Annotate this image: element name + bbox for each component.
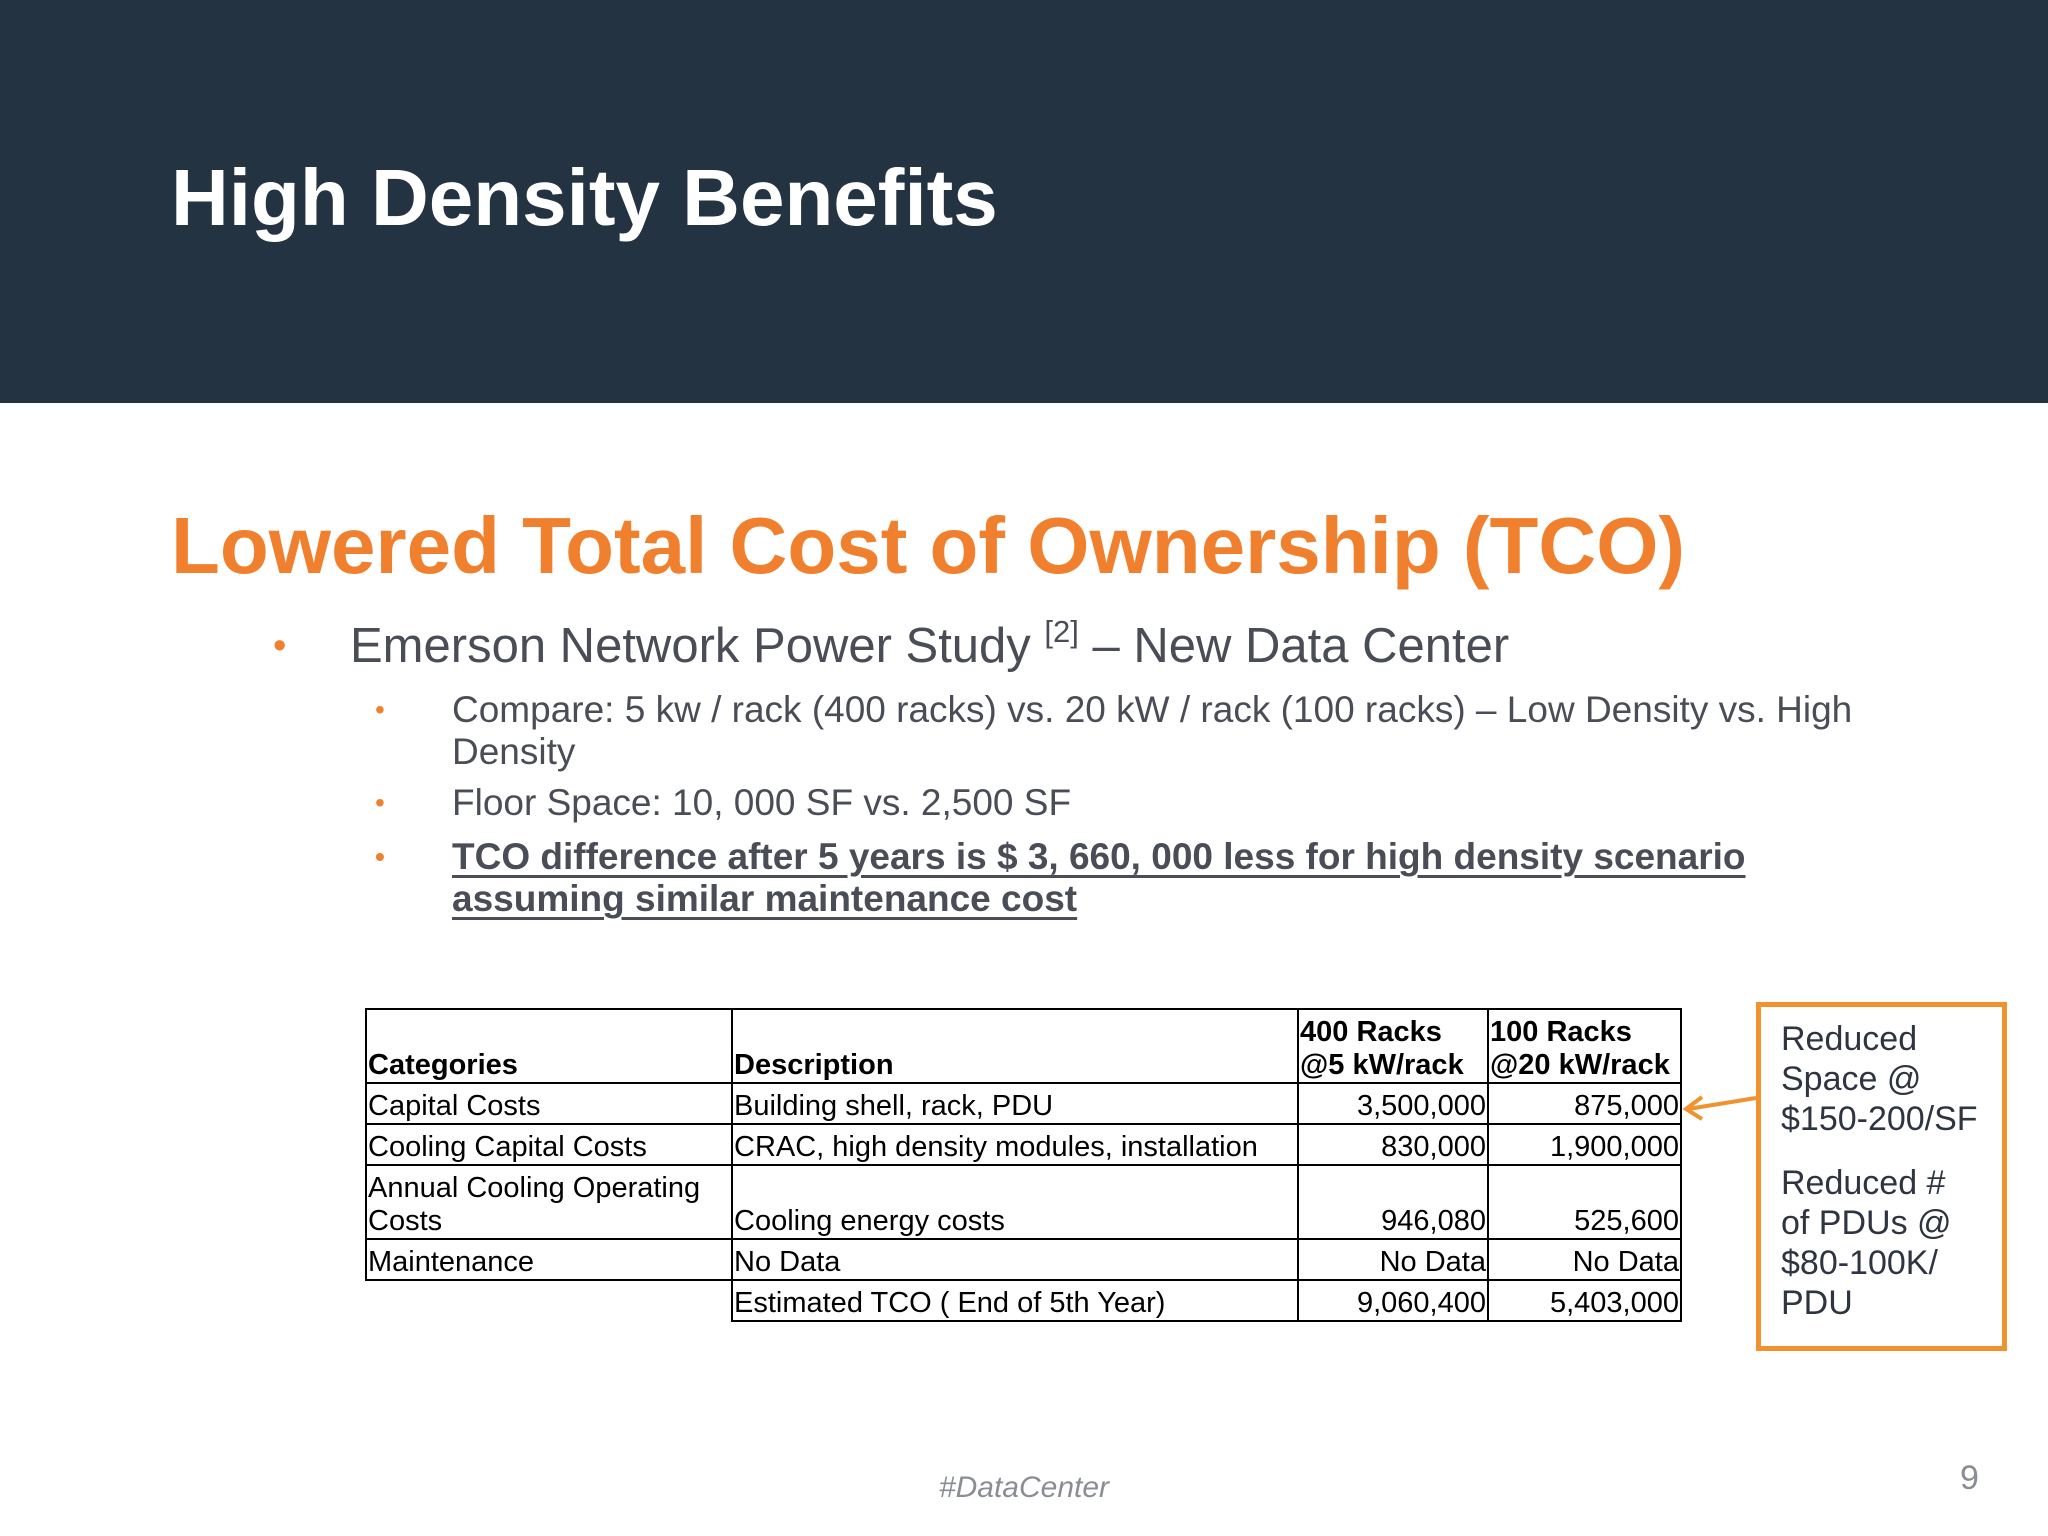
cell-category: Maintenance	[365, 1238, 733, 1281]
cell-description: Cooling energy costs	[731, 1164, 1299, 1240]
header-100-racks: 100 Racks @20 kW/rack	[1487, 1008, 1682, 1084]
table-row: Cooling Capital Costs CRAC, high density…	[365, 1123, 1682, 1166]
bullet-study: • Emerson Network Power Study [2] – New …	[273, 614, 1510, 676]
cell-description: No Data	[731, 1238, 1299, 1281]
section-title: Lowered Total Cost of Ownership (TCO)	[171, 501, 1686, 590]
header-100-line2: @20 kW/rack	[1490, 1049, 1670, 1081]
cell-high-density: 1,900,000	[1487, 1123, 1682, 1166]
bullet-dot: •	[375, 787, 385, 818]
header-400-line2: @5 kW/rack	[1300, 1049, 1464, 1081]
cell-empty	[366, 1280, 732, 1321]
callout-reduced-space: Reduced Space @ $150-200/SF	[1781, 1020, 1978, 1138]
bullet-dot: •	[375, 841, 385, 872]
cell-total-description: Estimated TCO ( End of 5th Year)	[731, 1279, 1299, 1322]
header-400-line1: 400 Racks	[1300, 1016, 1442, 1048]
footer-hashtag: #DataCenter	[938, 1471, 1110, 1504]
bullet-dot: •	[375, 694, 385, 725]
callout-reduced-pdus: Reduced # of PDUs @ $80-100K/ PDU	[1781, 1164, 1952, 1322]
cell-category-line2: Costs	[368, 1205, 443, 1237]
table-row: Capital Costs Building shell, rack, PDU …	[365, 1082, 1682, 1125]
sub-bullet-tco-difference: • TCO difference after 5 years is $ 3, 6…	[375, 836, 1892, 920]
cell-low-density: No Data	[1297, 1238, 1489, 1281]
cell-high-density: 525,600	[1487, 1164, 1682, 1240]
tco-table: Categories Description 400 Racks @5 kW/ra…	[365, 1008, 1682, 1322]
callout-arrow-icon	[1682, 1095, 1757, 1121]
table-total-row: Estimated TCO ( End of 5th Year) 9,060,4…	[366, 1279, 1682, 1322]
sub-bullet-compare: • Compare: 5 kw / rack (400 racks) vs. 2…	[375, 689, 1892, 773]
sub-bullet-floor-space: • Floor Space: 10, 000 SF vs. 2,500 SF	[375, 782, 1892, 824]
cell-category: Capital Costs	[365, 1082, 733, 1125]
bullet-dot: •	[273, 625, 287, 667]
cell-category-line1: Annual Cooling Operating	[368, 1172, 701, 1204]
slide-title: High Density Benefits	[171, 153, 998, 242]
header-100-line1: 100 Racks	[1490, 1016, 1632, 1048]
page-number: 9	[1960, 1459, 1979, 1497]
table-row: Maintenance No Data No Data No Data	[365, 1238, 1682, 1281]
header-categories: Categories	[365, 1008, 733, 1084]
cell-low-density: 830,000	[1297, 1123, 1489, 1166]
table-header-row: Categories Description 400 Racks @5 kW/ra…	[365, 1008, 1682, 1084]
bullet-study-suffix: – New Data Center	[1078, 619, 1510, 673]
sub-bullet-text: TCO difference after 5 years is $ 3, 660…	[452, 836, 1746, 919]
reference-marker: [2]	[1044, 614, 1079, 649]
cell-description: Building shell, rack, PDU	[731, 1082, 1299, 1125]
cell-low-density: 946,080	[1297, 1164, 1489, 1240]
cell-category: Cooling Capital Costs	[365, 1123, 733, 1166]
bullet-study-text: Emerson Network Power Study	[350, 619, 1045, 673]
table-row: Annual Cooling Operating Costs Cooling en…	[365, 1164, 1682, 1240]
header-400-racks: 400 Racks @5 kW/rack	[1297, 1008, 1489, 1084]
sub-bullet-text: Compare: 5 kw / rack (400 racks) vs. 20 …	[452, 689, 1853, 772]
cell-high-density: 875,000	[1487, 1082, 1682, 1125]
cell-total-low-density: 9,060,400	[1297, 1279, 1489, 1322]
cell-high-density: No Data	[1487, 1238, 1682, 1281]
cell-total-high-density: 5,403,000	[1487, 1279, 1682, 1322]
cell-category: Annual Cooling Operating Costs	[365, 1164, 733, 1240]
sub-bullet-text: Floor Space: 10, 000 SF vs. 2,500 SF	[452, 782, 1072, 823]
cell-description: CRAC, high density modules, installation	[731, 1123, 1299, 1166]
callout-box: Reduced Space @ $150-200/SF Reduced # of…	[1756, 1002, 2007, 1351]
header-band	[0, 0, 2048, 403]
cell-low-density: 3,500,000	[1297, 1082, 1489, 1125]
header-description: Description	[731, 1008, 1299, 1084]
